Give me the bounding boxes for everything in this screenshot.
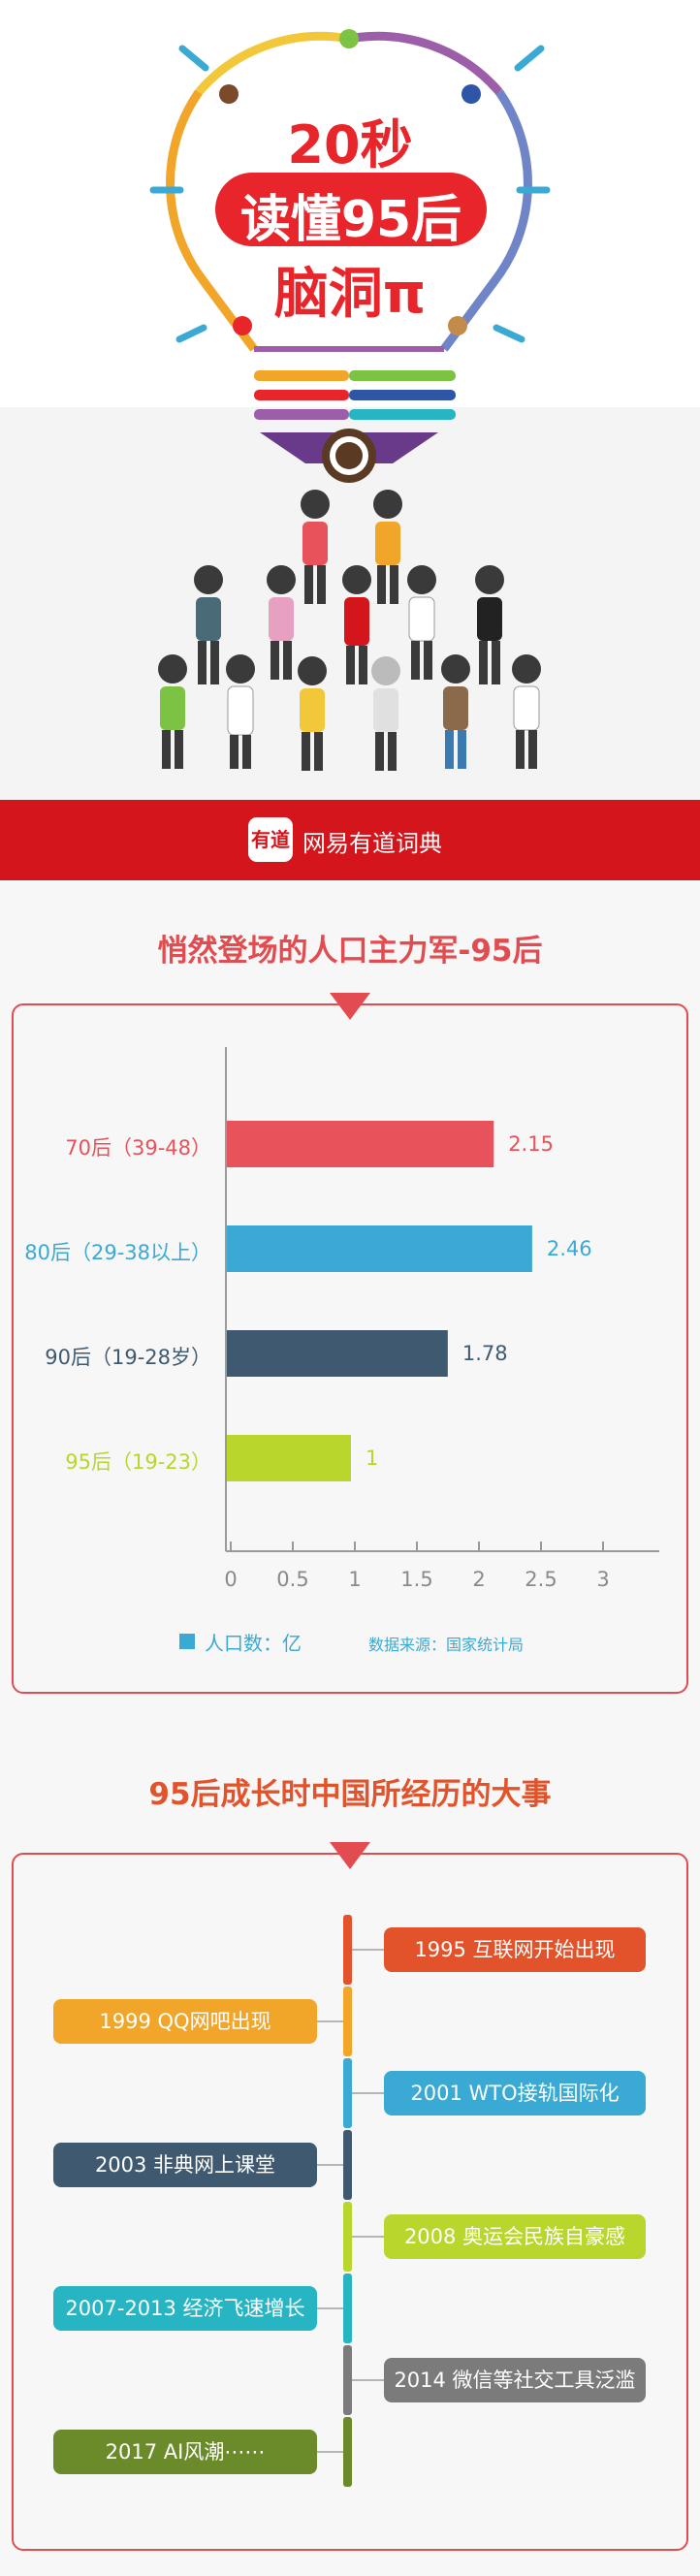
- timeline-connector: [352, 2092, 384, 2094]
- category-label: 90后（19-28岁）: [45, 1346, 211, 1369]
- value-label: 1.78: [461, 1342, 508, 1365]
- hero-title-line1: 20秒: [287, 114, 413, 175]
- chart-legend: 人口数：亿: [205, 1632, 302, 1655]
- bar-3: [227, 1435, 351, 1481]
- timeline-connector: [352, 2236, 384, 2238]
- timeline-connector: [317, 2307, 343, 2309]
- x-tick-label: 2.5: [525, 1568, 557, 1591]
- lightbulb-illustration: [149, 29, 551, 771]
- x-tick-label: 2: [472, 1568, 486, 1591]
- timeline-connector: [317, 2164, 343, 2166]
- timeline-segment: [343, 2058, 352, 2128]
- value-label: 2.46: [546, 1237, 592, 1260]
- timeline-event: 2008 奥运会民族自豪感: [384, 2214, 646, 2259]
- timeline-segment: [343, 2417, 352, 2487]
- timeline-event: 1995 互联网开始出现: [384, 1927, 646, 1972]
- timeline-connector: [352, 1949, 384, 1951]
- timeline-event: 2017 AI风潮⋯⋯: [53, 2430, 317, 2474]
- timeline-segment: [343, 2274, 352, 2343]
- x-tick-label: 3: [596, 1568, 610, 1591]
- chart-section-title: 悄然登场的人口主力军-95后: [157, 934, 543, 969]
- timeline-segment: [343, 2345, 352, 2415]
- x-tick-label: 0.5: [276, 1568, 309, 1591]
- value-label: 2.15: [508, 1132, 554, 1156]
- timeline-event: 2014 微信等社交工具泛滥: [384, 2358, 646, 2402]
- category-label: 95后（19-23）: [65, 1450, 211, 1474]
- timeline-connector: [352, 2379, 384, 2381]
- x-tick-label: 1: [348, 1568, 362, 1591]
- bar-0: [227, 1121, 494, 1167]
- youdao-logo-icon: 有道: [248, 817, 293, 862]
- timeline-connector: [317, 2451, 343, 2453]
- brand-bar: [0, 800, 700, 880]
- legend-swatch: [179, 1634, 195, 1649]
- category-label: 80后（29-38以上）: [24, 1241, 211, 1264]
- timeline-segment: [343, 1987, 352, 2056]
- timeline-event: 2007-2013 经济飞速增长: [53, 2286, 317, 2331]
- bar-2: [227, 1330, 448, 1377]
- hero-title-line3: 脑洞π: [273, 263, 427, 326]
- x-tick-label: 1.5: [400, 1568, 433, 1591]
- hero-title-line2: 读懂95后: [239, 191, 462, 249]
- timeline-segment: [343, 2202, 352, 2272]
- timeline-section-title: 95后成长时中国所经历的大事: [148, 1777, 552, 1812]
- people-illustration: [158, 490, 541, 771]
- value-label: 1: [366, 1447, 379, 1470]
- timeline-connector: [317, 2020, 343, 2022]
- panel-pointer-icon: [330, 993, 370, 1020]
- population-bar-chart: [225, 1047, 659, 1552]
- hero-title-pill: [215, 173, 487, 246]
- brand-name: 网易有道词典: [302, 830, 442, 857]
- data-source: 数据来源：国家统计局: [368, 1636, 525, 1654]
- panel-pointer-icon: [330, 1842, 370, 1869]
- x-tick-label: 0: [224, 1568, 238, 1591]
- bar-1: [227, 1225, 532, 1272]
- timeline-segment: [343, 1915, 352, 1985]
- category-label: 70后（39-48）: [65, 1136, 211, 1160]
- timeline-segment: [343, 2130, 352, 2200]
- timeline-event: 2003 非典网上课堂: [53, 2143, 317, 2187]
- timeline-event: 2001 WTO接轨国际化: [384, 2071, 646, 2115]
- timeline-event: 1999 QQ网吧出现: [53, 1999, 317, 2044]
